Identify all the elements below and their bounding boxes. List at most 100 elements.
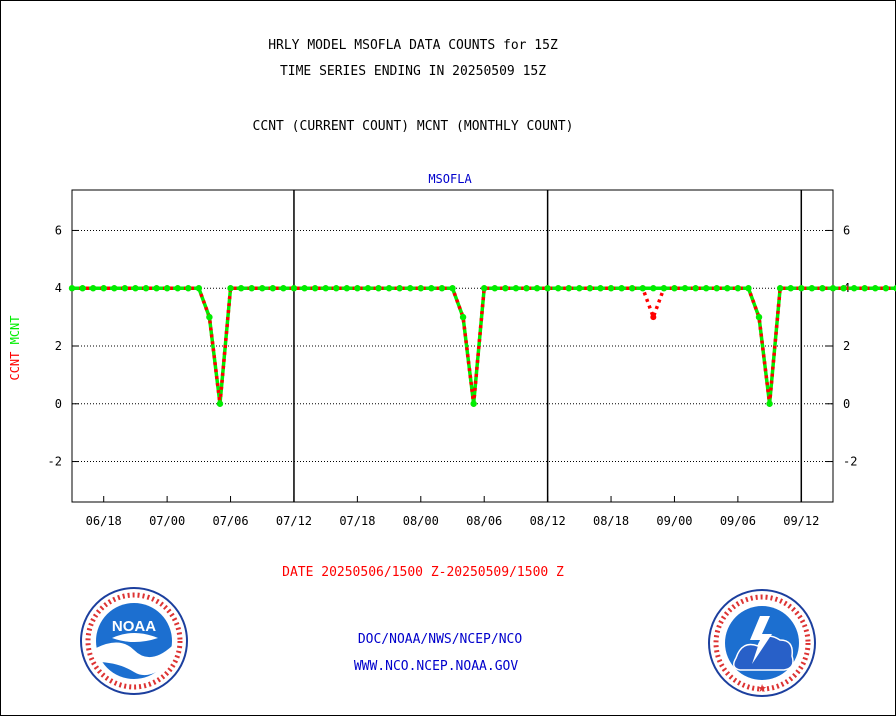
series-point-mcnt xyxy=(692,285,699,292)
series-point-mcnt xyxy=(438,285,446,292)
series-point-mcnt xyxy=(206,313,213,321)
series-point-mcnt xyxy=(681,285,689,292)
series-point-mcnt xyxy=(248,285,255,292)
x-tick-label: 07/12 xyxy=(276,514,312,528)
x-tick-label: 08/18 xyxy=(593,514,629,528)
x-tick-label: 09/00 xyxy=(656,514,692,528)
series-point-mcnt xyxy=(512,285,520,292)
series-point-mcnt xyxy=(470,400,477,407)
series-point-mcnt xyxy=(808,285,816,292)
y-axis-label: CCNT MCNT xyxy=(8,315,22,380)
series-point-mcnt xyxy=(174,285,181,292)
series-point-mcnt xyxy=(491,285,498,292)
series-point-mcnt xyxy=(893,285,896,292)
y-tick-label-left: 0 xyxy=(55,397,62,411)
series-point-mcnt xyxy=(216,400,224,407)
x-tick-label: 08/12 xyxy=(530,514,566,528)
series-point-mcnt xyxy=(89,285,97,292)
y-tick-label-right: 6 xyxy=(843,223,850,237)
chart-subtitle: CCNT (CURRENT COUNT) MCNT (MONTHLY COUNT… xyxy=(252,119,574,134)
series-point-mcnt xyxy=(607,285,615,292)
series-point-mcnt xyxy=(428,285,435,292)
series-point-mcnt xyxy=(671,285,678,292)
series-point-mcnt xyxy=(407,285,414,292)
x-tick-label: 07/18 xyxy=(339,514,375,528)
series-point-mcnt xyxy=(745,285,752,292)
series-point-mcnt xyxy=(713,285,720,292)
series-point-mcnt xyxy=(850,285,858,292)
series-point-mcnt xyxy=(776,285,784,292)
series-point-mcnt xyxy=(628,285,636,292)
series-point-mcnt xyxy=(195,285,203,292)
series-point-mcnt xyxy=(364,285,372,292)
series-point-mcnt xyxy=(269,285,277,292)
series-point-mcnt xyxy=(311,285,319,292)
y-tick-label-right: 0 xyxy=(843,397,850,411)
series-point-mcnt xyxy=(798,285,805,292)
date-range: DATE 20250506/1500 Z-20250509/1500 Z xyxy=(282,565,564,580)
series-point-mcnt xyxy=(449,285,456,292)
series-point-mcnt xyxy=(132,285,139,292)
series-point-mcnt xyxy=(385,285,393,292)
series-point-mcnt xyxy=(100,285,107,292)
x-tick-label: 09/06 xyxy=(720,514,756,528)
series-point-mcnt xyxy=(185,285,192,292)
series-point-mcnt xyxy=(882,285,890,292)
series-point-mcnt xyxy=(702,285,710,292)
series-point-mcnt xyxy=(237,285,245,292)
x-tick-label: 06/18 xyxy=(86,514,122,528)
series-point-mcnt xyxy=(660,285,668,292)
plot-title: MSOFLA xyxy=(428,172,472,186)
series-point-mcnt xyxy=(280,285,287,292)
series-point-mcnt xyxy=(872,285,879,292)
series-point-mcnt xyxy=(290,285,298,292)
y-tick-label-right: 2 xyxy=(843,339,850,353)
series-point-mcnt xyxy=(111,285,118,292)
series-point-mcnt xyxy=(576,285,583,292)
series-point-mcnt xyxy=(586,285,594,292)
series-point-mcnt xyxy=(734,285,742,292)
series-point-mcnt xyxy=(523,285,530,292)
series-point-mcnt xyxy=(375,285,382,292)
series-point-mcnt xyxy=(724,285,731,292)
series-point-mcnt xyxy=(343,285,351,292)
series-point-mcnt xyxy=(565,285,572,292)
series-point-mcnt xyxy=(163,285,171,292)
series-point-mcnt xyxy=(142,285,150,292)
x-tick-label: 09/12 xyxy=(783,514,819,528)
series-point-mcnt xyxy=(829,285,837,292)
series-point-mcnt xyxy=(153,285,160,292)
y-tick-label-left: 4 xyxy=(55,281,62,295)
title-line-1: HRLY MODEL MSOFLA DATA COUNTS for 15Z xyxy=(268,38,558,53)
series-point-mcnt xyxy=(554,285,562,292)
series-point-mcnt xyxy=(650,285,657,292)
series-point-mcnt xyxy=(322,285,329,292)
series-point-mcnt xyxy=(259,285,266,292)
x-tick-label: 08/00 xyxy=(403,514,439,528)
series-point-mcnt xyxy=(819,285,826,292)
series-line-mcnt xyxy=(72,286,896,404)
series-point-mcnt xyxy=(787,285,794,292)
series-point-mcnt xyxy=(354,285,361,292)
y-tick-label-left: 2 xyxy=(55,339,62,353)
series-point-mcnt xyxy=(459,313,467,321)
series-point-mcnt xyxy=(502,285,509,292)
title-line-2: TIME SERIES ENDING IN 20250509 15Z xyxy=(279,64,547,79)
series-point-mcnt xyxy=(417,285,424,292)
series-point-mcnt xyxy=(79,285,86,292)
series-point-mcnt xyxy=(301,285,308,292)
series-point-mcnt xyxy=(68,285,76,292)
x-tick-label: 07/06 xyxy=(212,514,248,528)
series-point-mcnt xyxy=(618,285,625,292)
website: WWW.NCO.NCEP.NOAA.GOV xyxy=(353,659,519,674)
series-point-mcnt xyxy=(333,285,340,292)
series-point-mcnt xyxy=(544,285,551,292)
y-tick-label-right: -2 xyxy=(843,455,857,469)
series-point-mcnt xyxy=(121,285,129,292)
series-point-mcnt xyxy=(597,285,604,292)
series-point-mcnt xyxy=(481,285,488,292)
series-point-mcnt xyxy=(755,313,763,321)
y-tick-label-left: -2 xyxy=(48,455,62,469)
series-point-mcnt xyxy=(227,285,234,292)
